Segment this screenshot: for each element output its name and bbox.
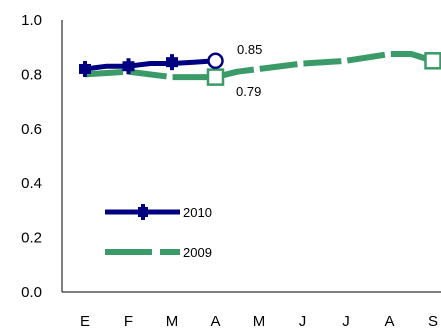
x-tick-label: F [124,313,133,330]
x-tick-label: J [342,313,350,330]
legend-label-2010: 2010 [183,205,212,220]
series-markers [79,52,441,86]
x-tick-label: M [166,313,179,330]
axes [61,20,441,293]
marker-plus-2010 [79,60,91,77]
series-lines [84,51,434,81]
marker-plus-2010 [122,58,135,75]
legend: 2010 2009 [105,204,212,260]
x-tick-label: M [253,313,266,330]
series-line-2010 [84,58,216,72]
y-axis-tick-labels: 0.0 0.2 0.4 0.6 0.8 1.0 [21,12,42,301]
y-tick-label: 0.0 [21,284,42,301]
annotation-2009-value: 0.79 [236,84,261,99]
x-tick-label: A [210,313,220,330]
marker-square-2009 [206,68,225,86]
y-tick-label: 0.2 [21,230,42,247]
legend-item-2010: 2010 [105,204,212,220]
annotations: 0.85 0.79 [236,42,262,99]
y-tick-label: 0.6 [21,121,42,138]
x-tick-label: S [428,313,438,330]
series-line-2009 [84,51,434,81]
annotation-2010-end-value: 0.85 [237,42,262,57]
y-tick-label: 0.8 [21,66,42,83]
x-tick-label: J [299,313,307,330]
x-tick-label: E [80,313,90,330]
y-tick-label: 1.0 [21,12,42,29]
marker-plus-2010 [166,54,178,71]
y-tick-label: 0.4 [21,175,42,192]
marker-square-2009 [424,52,441,70]
legend-item-2009: 2009 [105,245,212,260]
x-tick-label: A [384,313,394,330]
marker-circle-2010 [207,52,224,70]
legend-label-2009: 2009 [183,245,212,260]
